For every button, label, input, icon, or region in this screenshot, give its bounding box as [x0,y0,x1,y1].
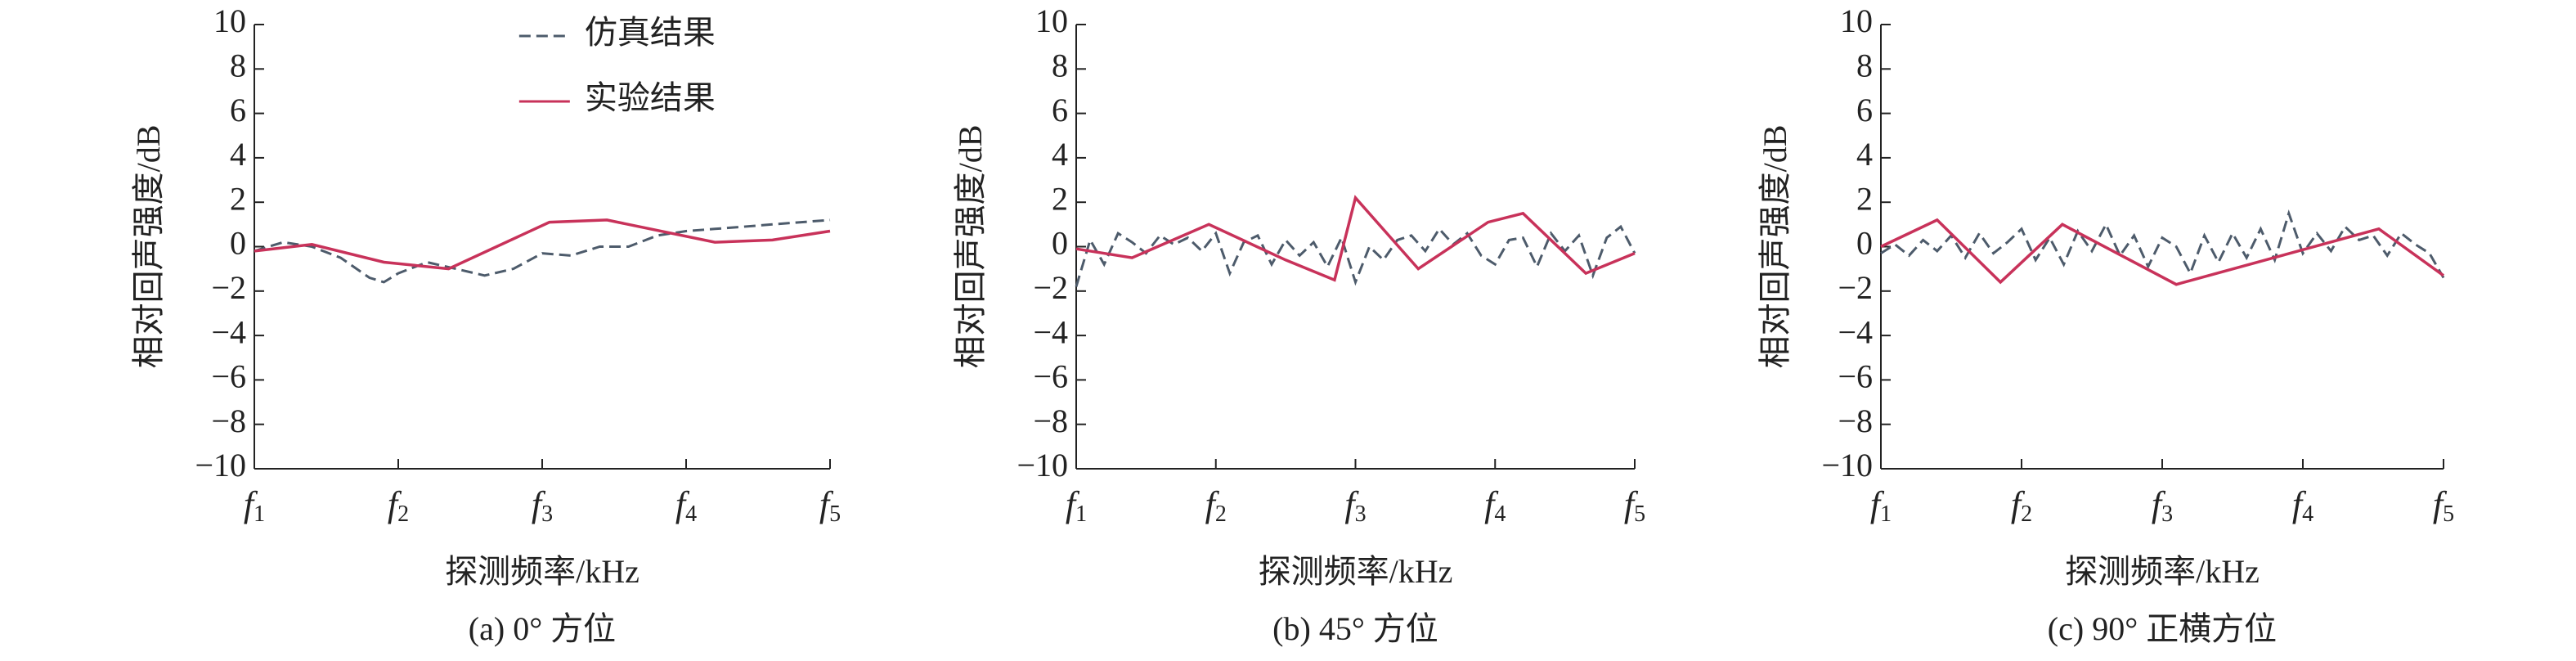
y-tick-label: −6 [211,358,246,395]
data-line [254,218,831,284]
subplot: −10 −8 −6 −4 −2 0 2 4 6 8 10 f1 f2 f3 f4 f5 探测频率/kHz 相对回声… [130,2,841,647]
y-axis-label: 相对回声强度/dB [952,125,989,369]
y-tick-label: 4 [1856,136,1873,173]
y-tick-label: −4 [1033,313,1068,350]
data-line [1075,195,1636,282]
y-tick-label: 8 [1856,47,1873,83]
x-tick-label: f1 [1870,484,1892,527]
x-tick-label: f1 [244,484,265,527]
legend-label: 仿真结果 [585,14,716,51]
x-tick-label: f3 [2152,484,2173,527]
x-tick-label: f3 [1344,484,1366,527]
legend-label: 实验结果 [585,79,716,116]
y-tick-label: 6 [230,92,246,128]
y-tick-label: −2 [1033,269,1068,306]
y-axis-label: 相对回声强度/dB [130,125,167,369]
x-axis-label: 探测频率/kHz [445,553,640,590]
y-tick-label: −4 [211,313,246,350]
y-tick-label: 6 [1856,92,1873,128]
y-tick-label: 4 [1052,136,1068,173]
data-line [1075,224,1636,287]
y-tick-label: −2 [1838,269,1873,306]
y-tick-label: 10 [1840,2,1873,39]
data-line [254,218,831,271]
x-tick-label: f2 [388,484,409,527]
x-tick-label: f2 [2011,484,2032,527]
y-tick-label: 2 [230,180,246,217]
y-tick-label: 0 [230,225,246,262]
x-tick-label: f1 [1066,484,1087,527]
x-axis-label: 探测频率/kHz [2065,553,2260,590]
y-tick-label: 6 [1052,92,1068,128]
x-tick-label: f5 [2433,484,2454,527]
y-tick-label: 2 [1856,180,1873,217]
subplot: −10 −8 −6 −4 −2 0 2 4 6 8 10 f1 f2 f3 f4 f5 探测频率/kHz 相对回声… [1757,2,2454,647]
y-axis-label: 相对回声强度/dB [1757,125,1793,369]
subplot-title: (b) 45° 方位 [1272,610,1438,647]
x-tick-label: f4 [1484,484,1506,527]
y-tick-label: −2 [211,269,246,306]
y-tick-label: −8 [211,402,246,439]
y-tick-label: −10 [1821,447,1873,483]
x-tick-label: f5 [819,484,841,527]
y-tick-label: 10 [213,2,246,39]
y-tick-label: −6 [1838,358,1873,395]
y-tick-label: 2 [1052,180,1068,217]
x-tick-label: f3 [532,484,553,527]
x-axis-label: 探测频率/kHz [1259,553,1453,590]
y-tick-label: −8 [1838,402,1873,439]
y-tick-label: 10 [1035,2,1068,39]
y-tick-label: −10 [195,447,246,483]
x-tick-label: f5 [1624,484,1645,527]
subplot-title: (a) 0° 方位 [469,610,616,647]
subplot: −10 −8 −6 −4 −2 0 2 4 6 8 10 f1 f2 f3 f4 f5 探测频率/kHz 相对回声… [952,2,1645,647]
x-tick-label: f4 [675,484,697,527]
data-line [1880,209,2445,279]
y-tick-label: −4 [1838,313,1873,350]
data-line [1880,218,2445,286]
y-tick-label: −10 [1016,447,1068,483]
y-tick-label: −8 [1033,402,1068,439]
y-tick-label: 8 [230,47,246,83]
y-tick-label: 8 [1052,47,1068,83]
y-tick-label: 0 [1052,225,1068,262]
subplot-title: (c) 90° 正横方位 [2048,610,2277,647]
x-tick-label: f4 [2292,484,2313,527]
x-tick-label: f2 [1205,484,1227,527]
y-tick-label: 0 [1856,225,1873,262]
y-tick-label: −6 [1033,358,1068,395]
y-tick-label: 4 [230,136,246,173]
